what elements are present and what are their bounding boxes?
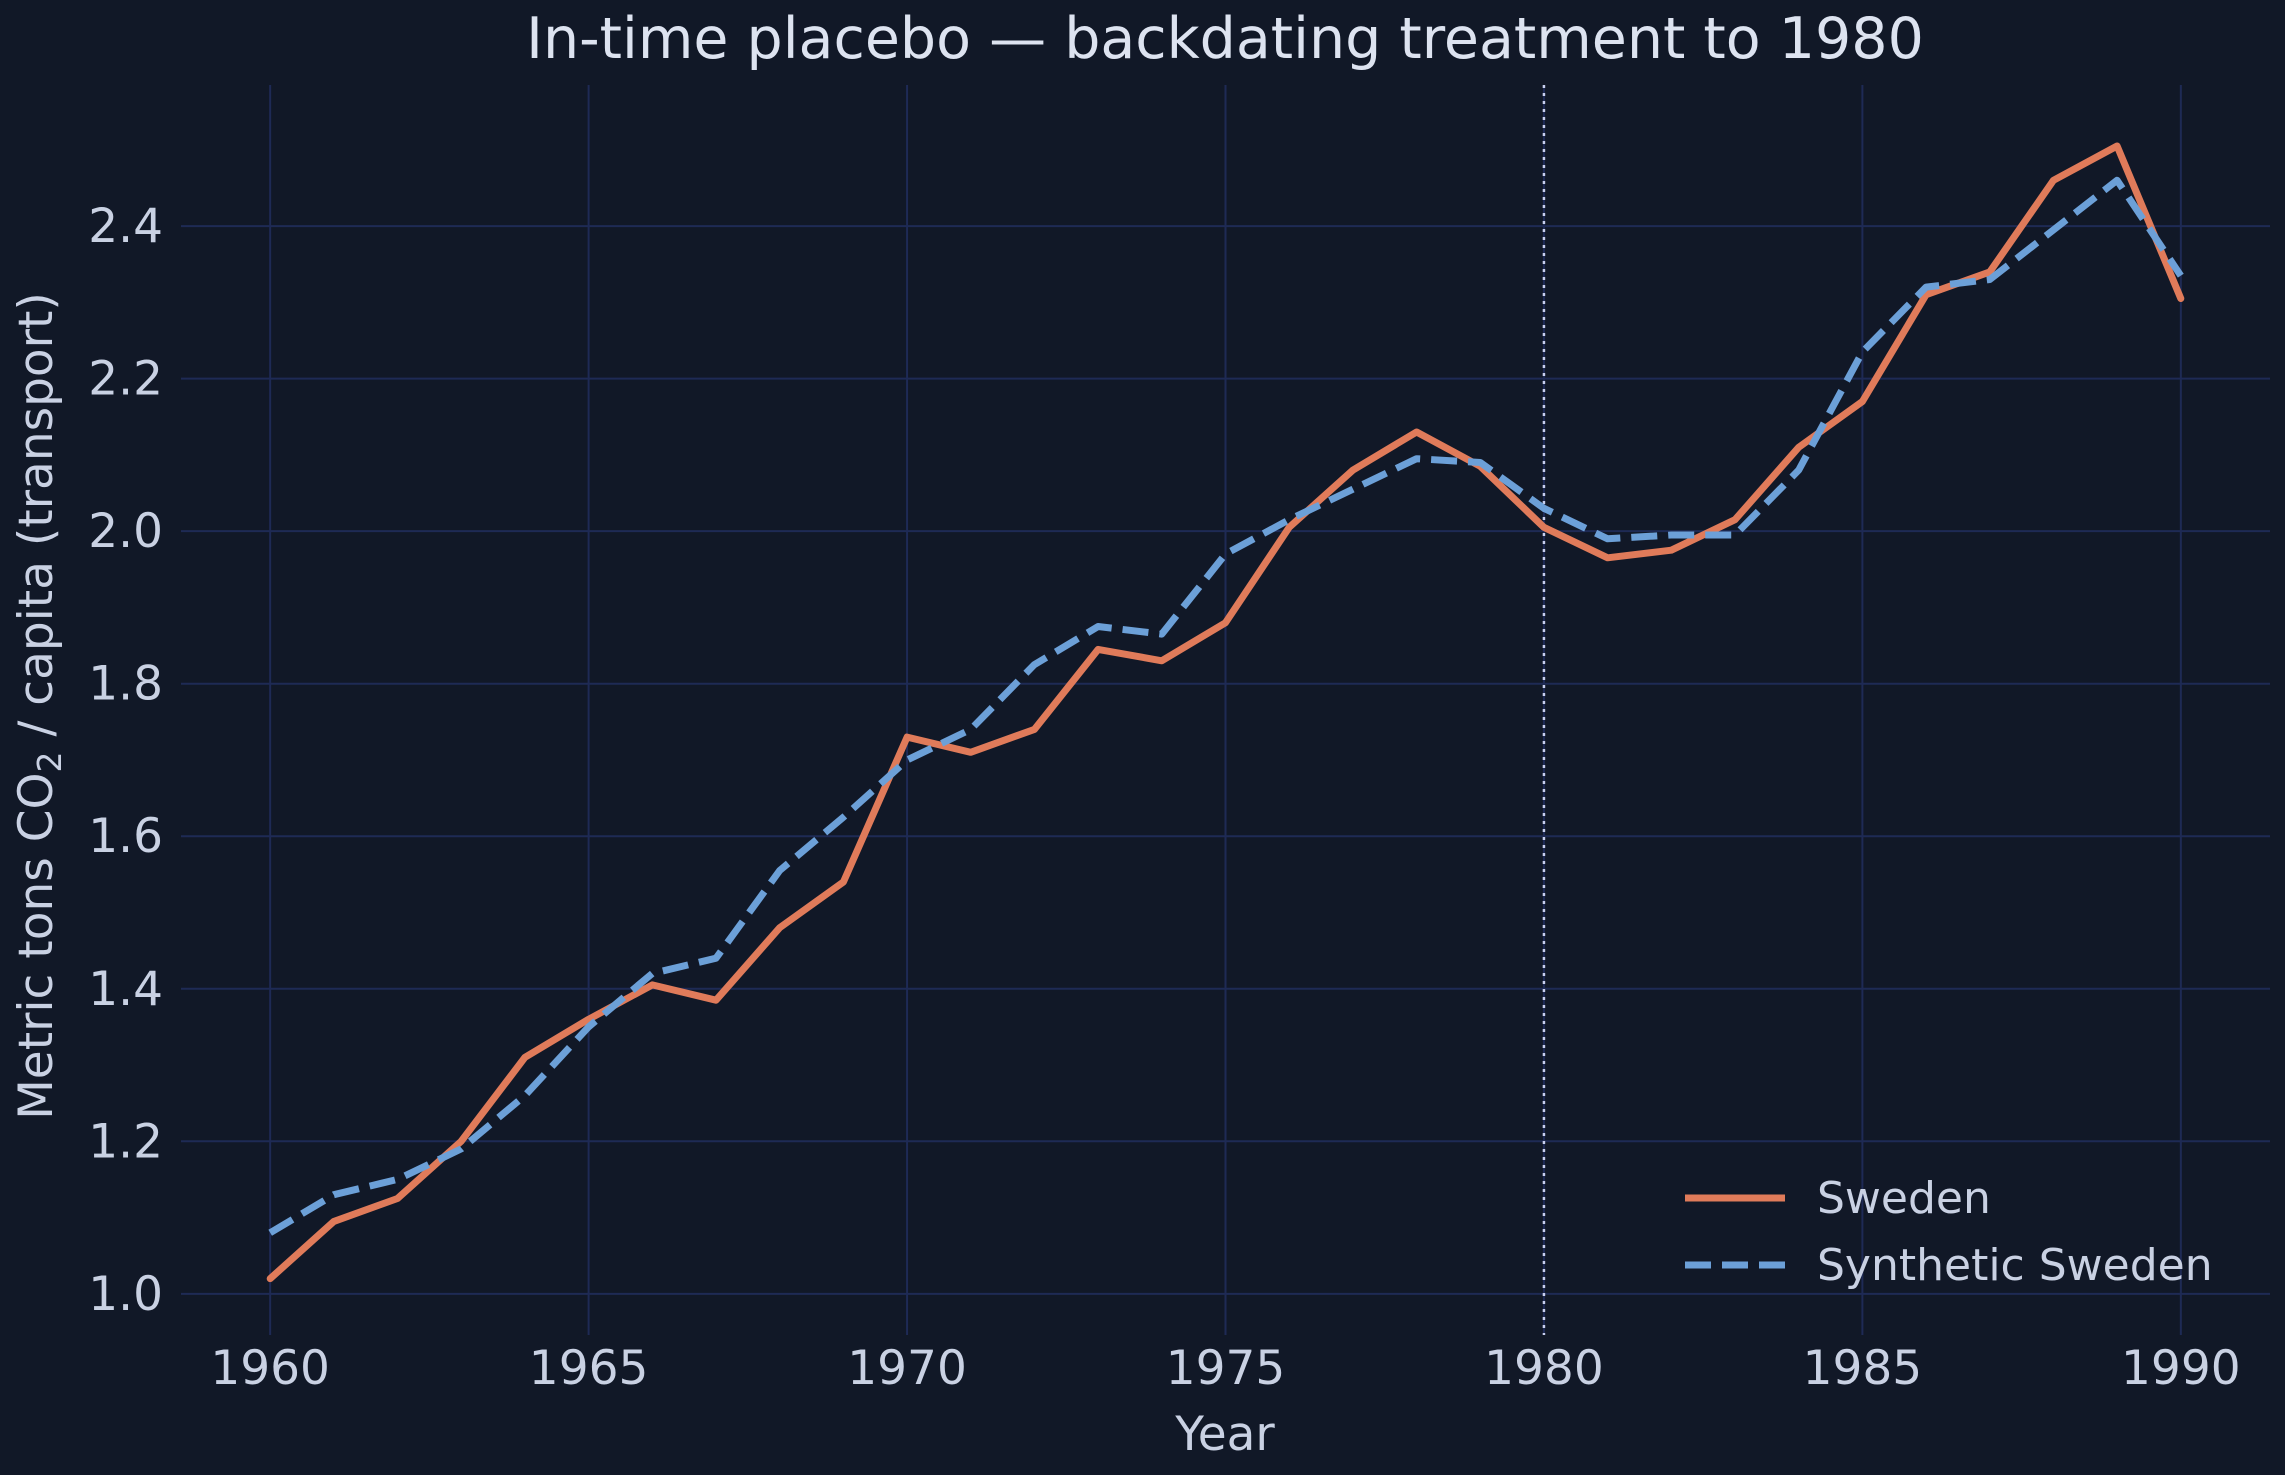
- series-lines: [266, 142, 2185, 1283]
- series-line-sweden: [266, 142, 2185, 1283]
- y-tick-label: 1.6: [88, 809, 163, 864]
- x-tick-label: 1985: [1803, 1341, 1923, 1396]
- y-axis-label-subscript: 2: [30, 751, 69, 772]
- y-tick-label: 2.2: [88, 352, 163, 407]
- y-axis-label-suffix: / capita (transport): [9, 292, 64, 751]
- y-tick-labels: 1.0 1.2 1.4 1.6 1.8 2.0 2.2 2.4: [88, 199, 163, 1322]
- x-tick-label: 1960: [210, 1341, 330, 1396]
- legend: Sweden Synthetic Sweden: [1685, 1173, 2213, 1291]
- x-tick-label: 1970: [847, 1341, 967, 1396]
- y-tick-label: 1.2: [88, 1114, 163, 1169]
- y-tick-label: 1.8: [88, 657, 163, 712]
- x-tick-label: 1990: [2121, 1341, 2241, 1396]
- grid-lines: [181, 85, 2270, 1335]
- x-tick-labels: 1960 1965 1970 1975 1980 1985 1990: [210, 1341, 2240, 1396]
- series-line-synthetic-sweden: [268, 176, 2184, 1236]
- x-tick-label: 1975: [1166, 1341, 1286, 1396]
- y-axis-label: Metric tons CO2 / capita (transport): [9, 292, 69, 1120]
- legend-label: Sweden: [1817, 1173, 1991, 1224]
- legend-label: Synthetic Sweden: [1817, 1240, 2213, 1291]
- chart-title: In-time placebo — backdating treatment t…: [526, 6, 1924, 72]
- y-axis-label-prefix: Metric tons CO: [9, 772, 64, 1119]
- x-tick-label: 1980: [1484, 1341, 1604, 1396]
- x-tick-label: 1965: [529, 1341, 649, 1396]
- y-tick-label: 2.0: [88, 504, 163, 559]
- y-tick-label: 1.0: [88, 1267, 163, 1322]
- y-tick-label: 1.4: [88, 962, 163, 1017]
- x-axis-label: Year: [1174, 1407, 1275, 1462]
- y-tick-label: 2.4: [88, 199, 163, 254]
